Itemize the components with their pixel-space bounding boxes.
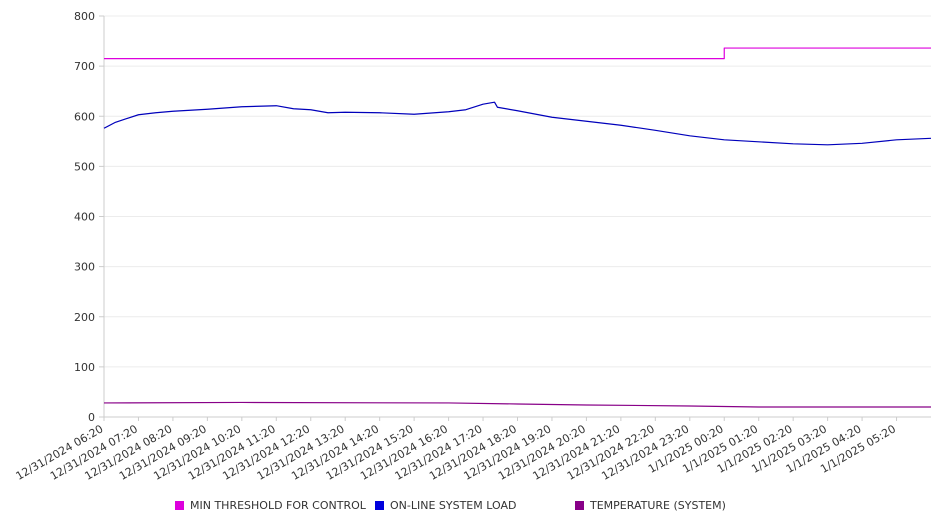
series-line-3 — [103, 401, 931, 408]
y-tick-label: 500 — [74, 160, 95, 173]
legend-swatch-min-threshold — [175, 500, 184, 510]
legend-label-min-threshold: MIN THRESHOLD FOR CONTROL — [190, 498, 366, 512]
legend-label-system-load: ON-LINE SYSTEM LOAD — [390, 498, 517, 512]
legend-swatch-system-load — [375, 500, 384, 510]
y-tick-label: 400 — [74, 211, 95, 224]
y-tick-label: 100 — [74, 361, 95, 374]
y-tick-label: 600 — [74, 110, 95, 123]
y-tick-label: 200 — [74, 311, 95, 324]
y-tick-label: 300 — [74, 261, 95, 274]
legend-item-min-threshold[interactable]: MIN THRESHOLD FOR CONTROL — [175, 497, 366, 513]
series-lines — [103, 47, 932, 408]
series-line-2 — [103, 101, 932, 146]
y-tick-labels: 0 100 200 300 400 500 600 700 800 — [74, 10, 104, 424]
legend-swatch-temperature — [575, 500, 584, 510]
y-tick-label: 0 — [88, 411, 95, 424]
legend: MIN THRESHOLD FOR CONTROL ON-LINE SYSTEM… — [0, 497, 946, 517]
y-tick-label: 800 — [74, 10, 95, 23]
legend-item-temperature[interactable]: TEMPERATURE (SYSTEM) — [575, 497, 726, 513]
y-tick-label: 700 — [74, 60, 95, 73]
series-line-1 — [104, 47, 931, 60]
legend-item-system-load[interactable]: ON-LINE SYSTEM LOAD — [375, 497, 516, 513]
legend-label-temperature: TEMPERATURE (SYSTEM) — [590, 498, 726, 512]
gridlines — [104, 15, 931, 368]
